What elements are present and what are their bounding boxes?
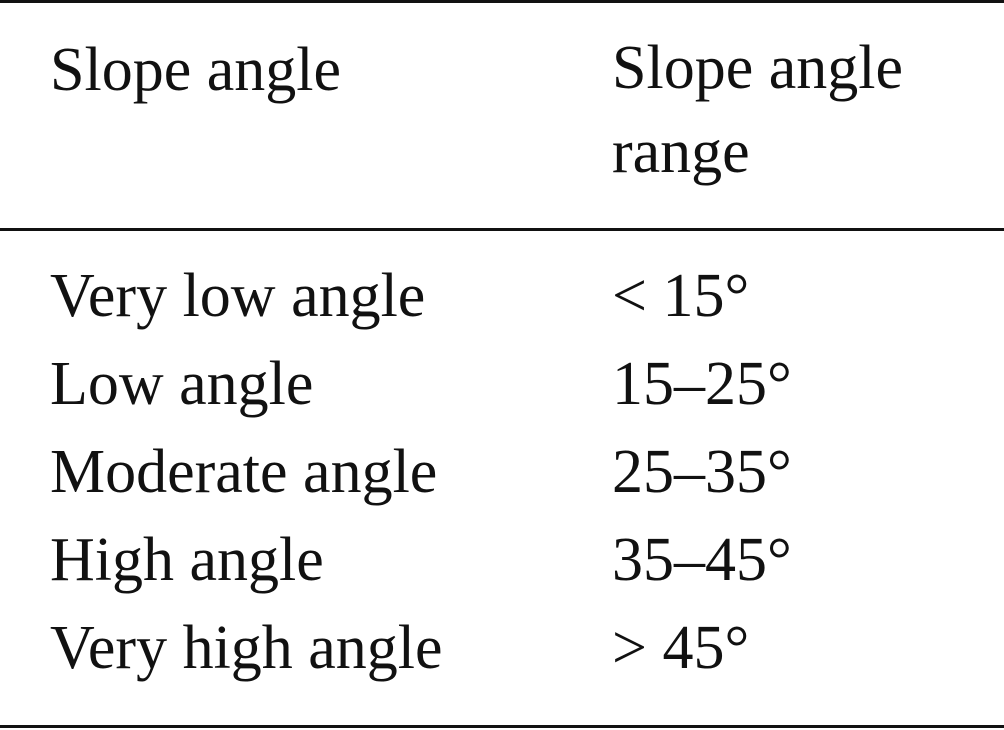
mid-rule <box>0 228 1004 231</box>
header-cell: Slope angle <box>50 36 341 104</box>
table-cell: < 15° <box>612 262 750 330</box>
table-cell: 15–25° <box>612 350 792 418</box>
header-cell: Slope angle range <box>612 34 903 186</box>
table-cell: Very high angle <box>50 614 443 682</box>
table-cell: 25–35° <box>612 438 792 506</box>
table-cell: 35–45° <box>612 526 792 594</box>
table-cell: Very low angle <box>50 262 426 330</box>
table-cell: > 45° <box>612 614 750 682</box>
table-cell: Moderate angle <box>50 438 438 506</box>
top-rule <box>0 0 1004 3</box>
table-cell: High angle <box>50 526 324 594</box>
bottom-rule <box>0 725 1004 728</box>
table-cell: Low angle <box>50 350 314 418</box>
